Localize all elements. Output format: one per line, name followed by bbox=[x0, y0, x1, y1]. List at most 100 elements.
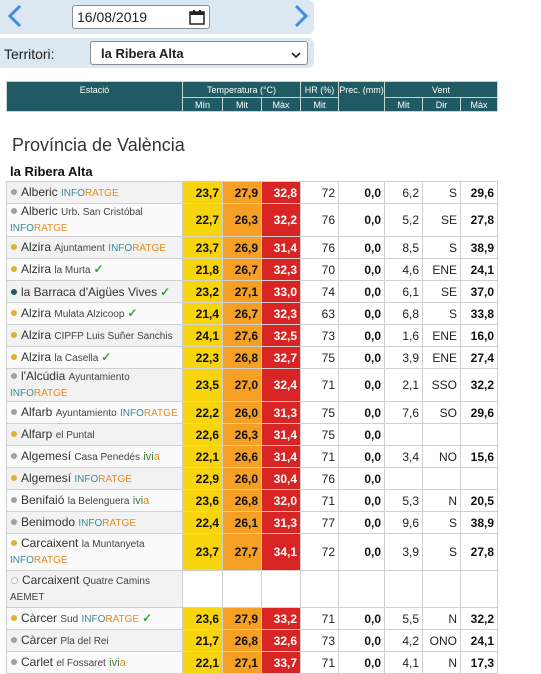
table-row[interactable]: la Barraca d'Aigües Vives ✓ 23,2 27,1 33,0 74… bbox=[6, 280, 498, 303]
station-cell[interactable]: Alzira CIPFP Luis Suñer Sanchis bbox=[6, 324, 183, 347]
cell-tmit: 27,9 bbox=[222, 607, 262, 630]
table-row[interactable]: Algemesí INFORATGE 22,9 26,0 30,4 76 0,0 bbox=[6, 467, 498, 490]
table-row[interactable]: Alzira la Murta ✓ 21,8 26,7 32,3 70 0,0 4,6 ENE 2… bbox=[6, 258, 498, 281]
cell-prec: 0,0 bbox=[338, 423, 385, 446]
table-row[interactable]: Alfarb Ayuntamiento INFORATGE 22,2 26,0 31,… bbox=[6, 401, 498, 424]
table-row[interactable]: Benimodo INFORATGE 22,4 26,1 31,3 77 0,0 9,6 S 3… bbox=[6, 511, 498, 534]
station-cell[interactable]: Alzira la Casella ✓ bbox=[6, 346, 183, 369]
station-cell[interactable]: la Barraca d'Aigües Vives ✓ bbox=[6, 280, 183, 303]
table-row[interactable]: Alzira Ajuntament INFORATGE 23,7 26,9 31,4 7… bbox=[6, 236, 498, 259]
table-row[interactable]: Alberic Urb. San Cristóbal INFORATGE 22,7… bbox=[6, 203, 498, 237]
cell-vmit: 5,2 bbox=[384, 203, 423, 237]
cell-vmax: 20,5 bbox=[460, 489, 498, 512]
table-row[interactable]: Càrcer Pla del Rei 21,7 26,8 32,6 73 0,0 4,2 ON… bbox=[6, 629, 498, 652]
status-dot-icon bbox=[11, 576, 18, 584]
cell-tmax: 32,5 bbox=[261, 324, 301, 347]
station-sub: Ayuntamiento bbox=[55, 407, 117, 419]
table-row[interactable]: Alzira Mulata Alzicoop ✓ 21,4 26,7 32,3 63 0,0… bbox=[6, 302, 498, 325]
cell-prec: 0,0 bbox=[338, 346, 385, 369]
station-cell[interactable]: Càrcer Sud INFORATGE ✓ bbox=[6, 607, 183, 630]
station-cell[interactable]: Algemesí INFORATGE bbox=[6, 467, 183, 490]
table-row[interactable]: Alzira la Casella ✓ 22,3 26,8 32,7 75 0,0 3,9 EN… bbox=[6, 346, 498, 369]
table-row[interactable]: Càrcer Sud INFORATGE ✓ 23,6 27,9 33,2 71 0,0 5,… bbox=[6, 607, 498, 630]
cell-tmin: 21,8 bbox=[182, 258, 223, 281]
chevron-left-icon[interactable] bbox=[6, 3, 24, 29]
table-row[interactable]: Carcaixent la Muntanyeta INFORATGE 23,7 27… bbox=[6, 533, 498, 571]
cell-vmit: 2,1 bbox=[384, 368, 423, 402]
cell-tmax: 32,0 bbox=[261, 489, 301, 512]
cell-vdir: S bbox=[422, 533, 461, 571]
cell-tmax: 30,4 bbox=[261, 467, 301, 490]
table-row[interactable]: Alberic INFORATGE 23,7 27,9 32,8 72 0,0 6,2 S 29… bbox=[6, 181, 498, 204]
station-cell[interactable]: Alzira la Murta ✓ bbox=[6, 258, 183, 281]
status-dot-icon bbox=[11, 288, 17, 295]
cell-hr: 70 bbox=[300, 258, 339, 281]
cell-tmit: 27,0 bbox=[222, 368, 262, 402]
status-dot-icon bbox=[11, 614, 17, 621]
station-cell[interactable]: Carcaixent Quatre Camins AEMET bbox=[6, 570, 183, 608]
cell-tmax: 31,4 bbox=[261, 236, 301, 259]
station-cell[interactable]: Alfarb Ayuntamiento INFORATGE bbox=[6, 401, 183, 424]
cell-vdir: N bbox=[422, 607, 461, 630]
table-row[interactable]: Benifaió la Belenguera ivia 23,6 26,8 32,0 7… bbox=[6, 489, 498, 512]
date-input[interactable]: 16/08/2019 bbox=[72, 5, 210, 29]
territory-bar: Territori: la Ribera Alta bbox=[0, 38, 314, 68]
station-cell[interactable]: Alberic INFORATGE bbox=[6, 181, 183, 204]
status-dot-icon bbox=[11, 208, 17, 215]
cell-tmin: 23,7 bbox=[182, 533, 223, 571]
station-cell[interactable]: Carlet el Fossaret ivia bbox=[6, 651, 183, 674]
cell-tmit: 26,9 bbox=[222, 236, 262, 259]
cell-prec: 0,0 bbox=[338, 368, 385, 402]
table-row[interactable]: Alfarp el Puntal 22,6 26,3 31,4 75 0,0 bbox=[6, 423, 498, 446]
station-cell[interactable]: Alberic Urb. San Cristóbal INFORATGE bbox=[6, 203, 183, 237]
cell-vmit: 4,2 bbox=[384, 629, 423, 652]
territory-select[interactable]: la Ribera Alta bbox=[90, 41, 308, 65]
header-tmit: Mit bbox=[222, 97, 262, 112]
territory-label: Territori: bbox=[4, 46, 55, 62]
status-dot-icon bbox=[11, 474, 17, 481]
table-row[interactable]: Algemesí Casa Penedés ivia 22,1 26,6 31,4 71… bbox=[6, 445, 498, 468]
table-row[interactable]: Carlet el Fossaret ivia 22,1 27,1 33,7 71 0,0… bbox=[6, 651, 498, 674]
cell-tmax: 32,8 bbox=[261, 181, 301, 204]
cell-vdir: S bbox=[422, 236, 461, 259]
cell-vmit: 6,2 bbox=[384, 181, 423, 204]
station-sub: Quatre Camins bbox=[82, 576, 150, 587]
cell-hr: 72 bbox=[300, 181, 339, 204]
status-dot-icon bbox=[11, 540, 17, 547]
station-cell[interactable]: Alzira Ajuntament INFORATGE bbox=[6, 236, 183, 259]
header-temperatura: Temperatura (°C) bbox=[182, 81, 301, 98]
status-dot-icon bbox=[11, 408, 17, 415]
station-cell[interactable]: Benimodo INFORATGE bbox=[6, 511, 183, 534]
cell-tmin: 22,6 bbox=[182, 423, 223, 446]
table-row[interactable]: Carcaixent Quatre Camins AEMET bbox=[6, 570, 498, 608]
station-cell[interactable]: Benifaió la Belenguera ivia bbox=[6, 489, 183, 512]
network-badge: ivia bbox=[109, 656, 126, 669]
table-row[interactable]: Alzira CIPFP Luis Suñer Sanchis 24,1 27,6 3… bbox=[6, 324, 498, 347]
station-cell[interactable]: Càrcer Pla del Rei bbox=[6, 629, 183, 652]
check-icon: ✓ bbox=[101, 349, 112, 364]
cell-tmin: 22,7 bbox=[182, 203, 223, 237]
cell-tmit: 26,7 bbox=[222, 258, 262, 281]
cell-hr: 72 bbox=[300, 533, 339, 571]
station-cell[interactable]: Alzira Mulata Alzicoop ✓ bbox=[6, 302, 183, 325]
chevron-right-icon[interactable] bbox=[292, 3, 310, 29]
status-dot-icon bbox=[11, 243, 17, 250]
cell-tmin: 24,1 bbox=[182, 324, 223, 347]
table-row[interactable]: l'Alcúdia Ayuntamiento INFORATGE 23,5 27,0… bbox=[6, 368, 498, 402]
cell-tmit: 26,3 bbox=[222, 423, 262, 446]
cell-vdir bbox=[422, 570, 461, 608]
station-cell[interactable]: Alfarp el Puntal bbox=[6, 423, 183, 446]
header-vent: Vent bbox=[384, 81, 498, 98]
cell-vmax: 38,9 bbox=[460, 236, 498, 259]
station-cell[interactable]: Carcaixent la Muntanyeta INFORATGE bbox=[6, 533, 183, 571]
station-cell[interactable]: l'Alcúdia Ayuntamiento INFORATGE bbox=[6, 368, 183, 402]
calendar-icon[interactable] bbox=[189, 10, 205, 28]
station-name: Alzira bbox=[21, 327, 52, 342]
station-cell[interactable]: Algemesí Casa Penedés ivia bbox=[6, 445, 183, 468]
cell-vmax: 32,2 bbox=[460, 368, 498, 402]
station-name: Càrcer bbox=[21, 632, 58, 647]
station-name: Algemesí bbox=[21, 448, 72, 463]
cell-tmin bbox=[182, 570, 223, 608]
cell-tmax: 33,2 bbox=[261, 607, 301, 630]
network-badge: INFORATGE bbox=[10, 223, 68, 234]
